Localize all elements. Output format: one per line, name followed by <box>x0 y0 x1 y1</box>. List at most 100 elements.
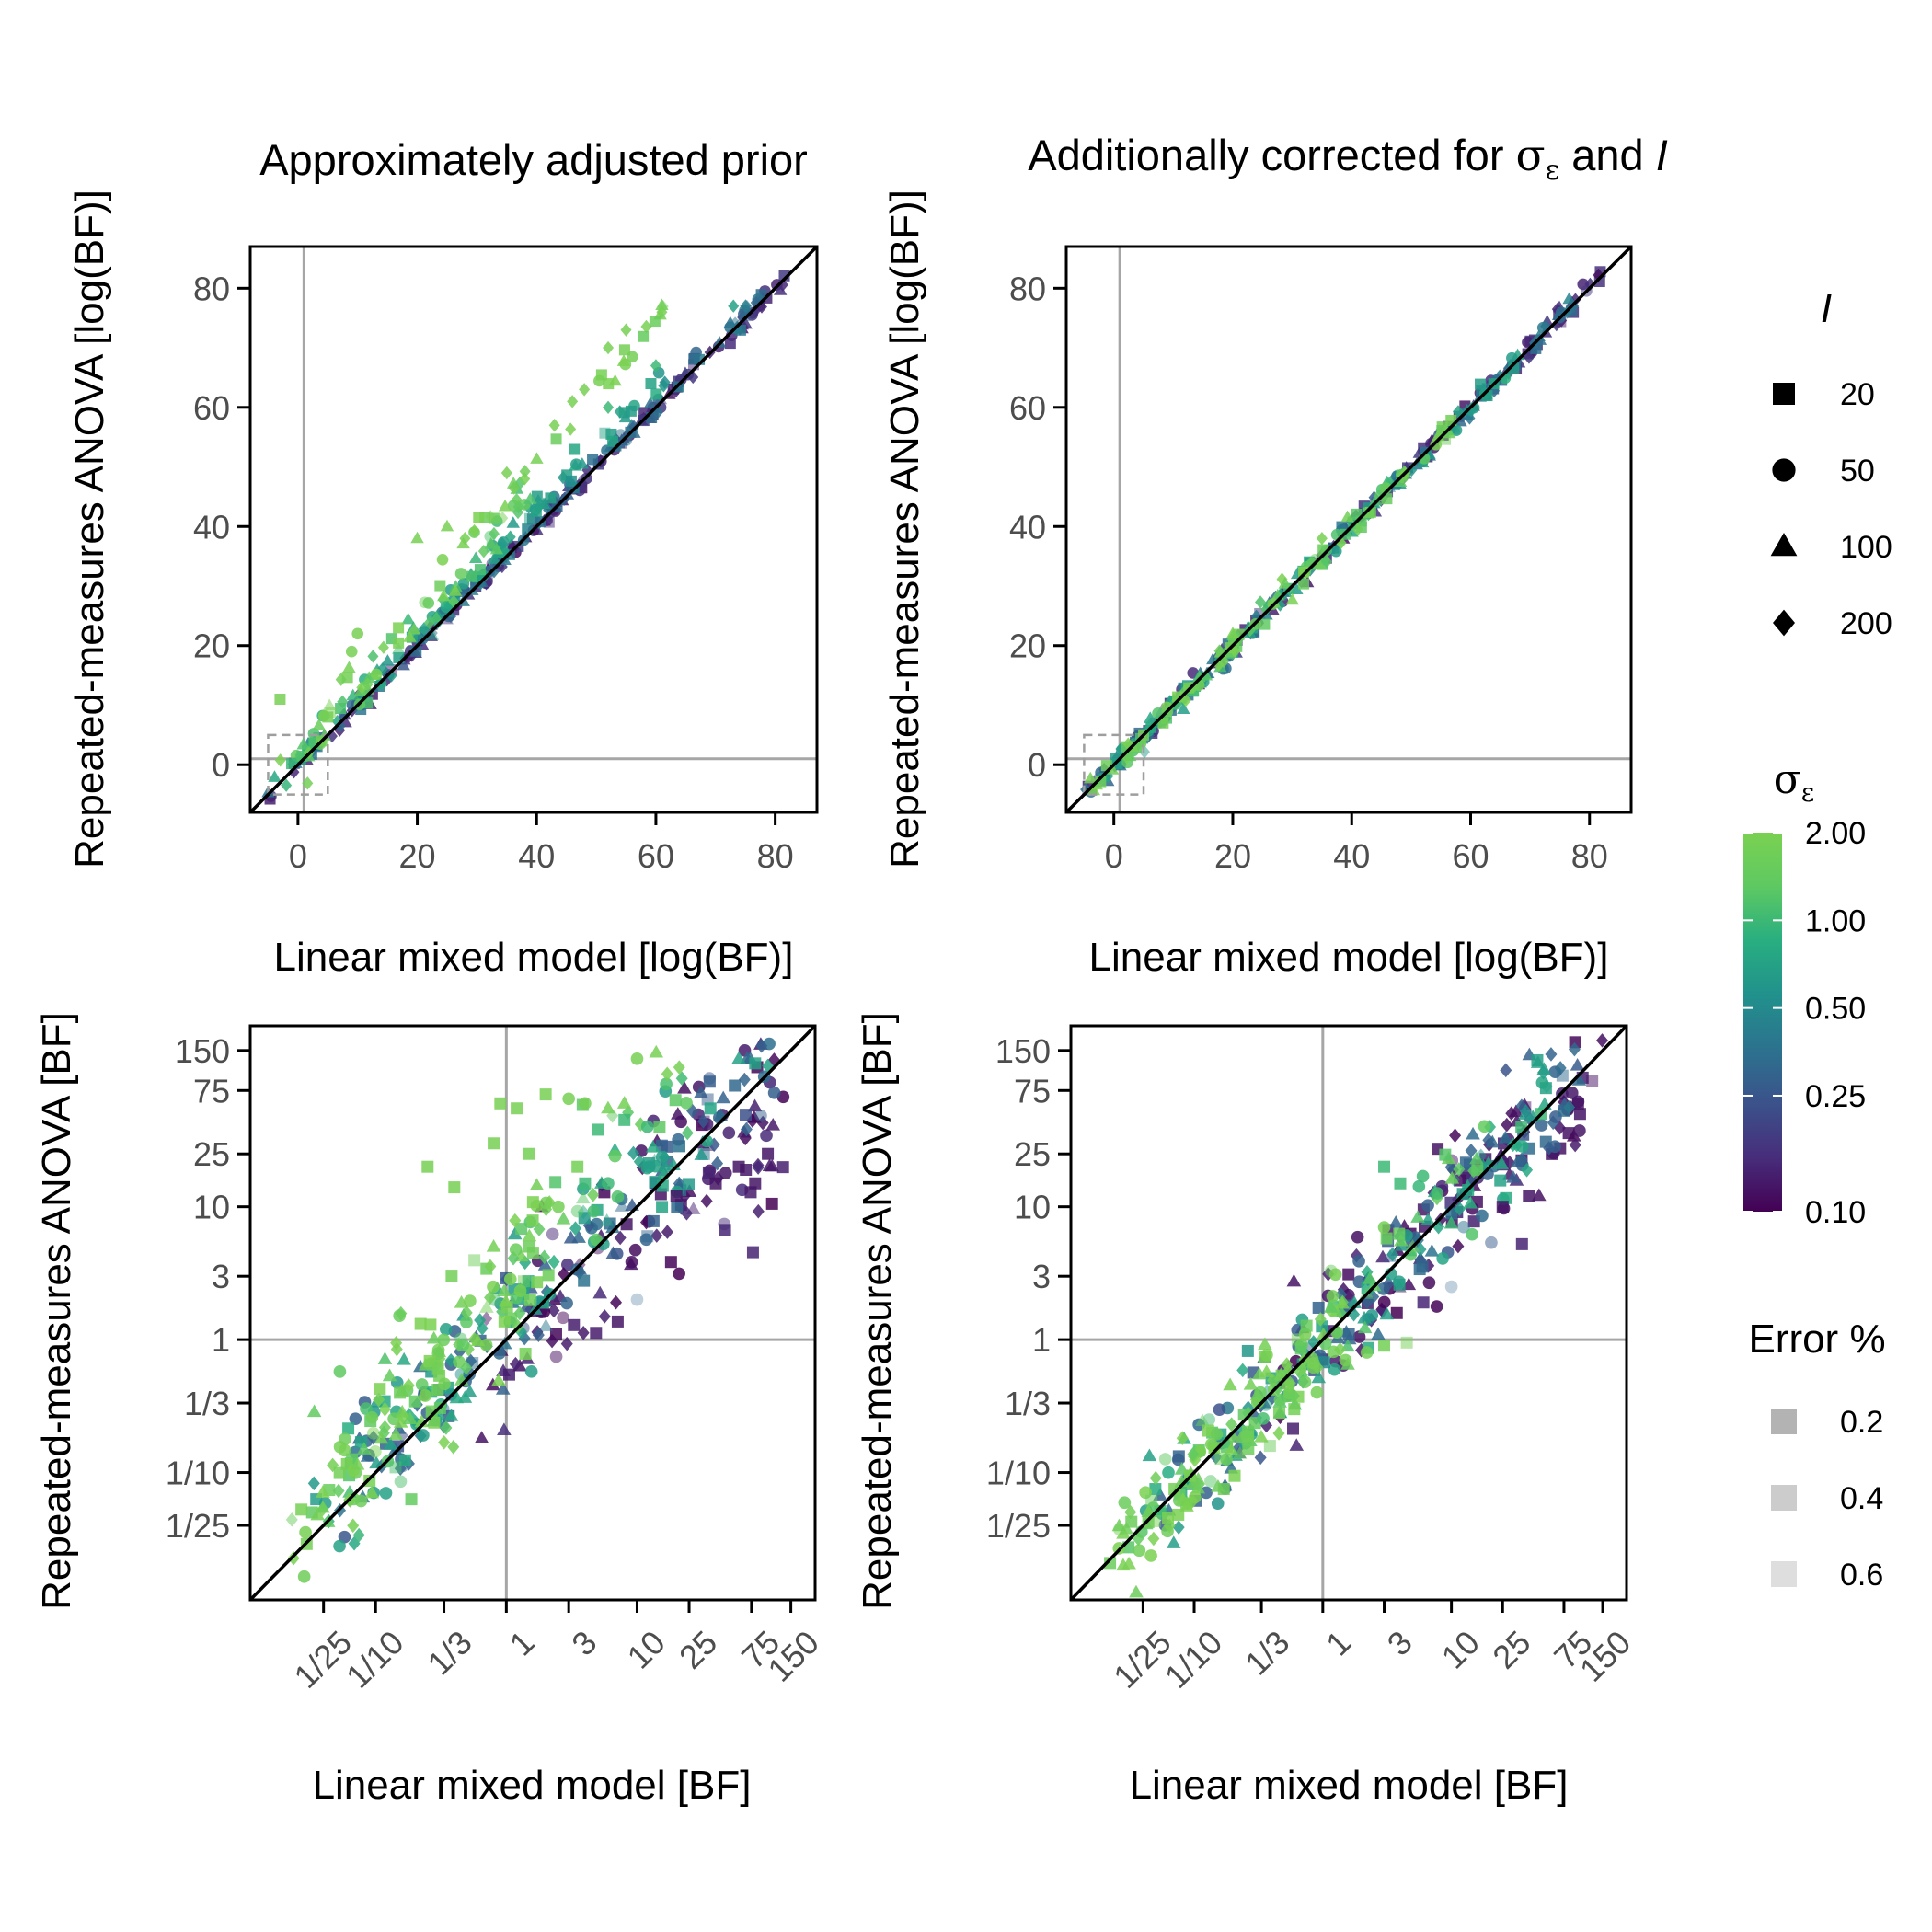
data-point <box>495 1382 511 1395</box>
data-point <box>1531 1053 1544 1066</box>
data-point <box>494 1097 507 1110</box>
data-point <box>1378 1340 1391 1352</box>
data-point <box>603 340 615 355</box>
data-point <box>362 671 376 683</box>
data-point <box>1570 1057 1585 1071</box>
data-point <box>650 359 661 373</box>
data-point <box>506 516 520 528</box>
x-tick-label: 3 <box>564 1623 604 1662</box>
data-point <box>1412 1179 1426 1193</box>
data-point <box>1586 1075 1599 1087</box>
data-point <box>1386 1247 1399 1262</box>
data-point <box>421 1160 434 1173</box>
data-point <box>1273 1407 1286 1420</box>
data-point <box>398 1454 411 1466</box>
data-point <box>526 1196 539 1209</box>
data-point <box>497 1422 512 1436</box>
data-point <box>500 466 512 480</box>
data-point <box>333 1539 346 1553</box>
data-point <box>334 719 346 733</box>
data-point <box>1390 1306 1403 1319</box>
y-tick-label: 1/25 <box>986 1507 1051 1545</box>
data-point <box>460 1360 473 1375</box>
y-tick-label: 1 <box>212 1321 230 1359</box>
data-point <box>680 1097 693 1110</box>
data-point <box>1223 1377 1237 1391</box>
data-point <box>410 531 424 544</box>
data-point <box>440 1420 453 1435</box>
data-point <box>1172 1520 1185 1535</box>
data-point <box>438 1434 451 1450</box>
data-point <box>660 1077 673 1091</box>
data-point <box>1214 1452 1227 1465</box>
data-point <box>1224 1443 1238 1455</box>
x-tick-label: 40 <box>1333 837 1370 875</box>
data-point <box>577 1325 590 1340</box>
data-point <box>737 309 751 322</box>
data-point <box>1351 523 1363 536</box>
data-point <box>1232 1446 1248 1459</box>
data-point <box>488 1137 500 1150</box>
data-point <box>350 1456 365 1470</box>
data-point <box>549 1176 562 1189</box>
data-point <box>484 1259 497 1274</box>
data-point <box>437 589 451 602</box>
data-point <box>616 1096 632 1109</box>
data-point <box>1149 1470 1162 1486</box>
data-point <box>418 622 430 636</box>
data-point <box>1311 1370 1327 1384</box>
data-point <box>1225 627 1240 638</box>
data-point <box>1417 1296 1430 1309</box>
colorbar-tick-label: 1.00 <box>1805 903 1866 938</box>
data-point <box>1500 1063 1512 1078</box>
y-tick-label: 1/3 <box>184 1385 230 1422</box>
data-point <box>1352 1330 1366 1343</box>
data-point <box>683 1178 696 1190</box>
data-point <box>454 1295 469 1308</box>
data-point <box>1521 1162 1534 1178</box>
data-point <box>460 1305 473 1320</box>
data-point <box>1357 1320 1373 1334</box>
data-point <box>765 1197 778 1210</box>
data-point <box>1466 1126 1480 1140</box>
data-point <box>1278 577 1292 589</box>
data-point <box>608 374 622 386</box>
data-point <box>515 1223 528 1236</box>
data-point <box>1272 1426 1285 1441</box>
data-point <box>1506 1170 1521 1183</box>
data-point <box>1283 1375 1296 1391</box>
data-point <box>424 1318 437 1331</box>
data-point <box>590 1327 603 1340</box>
data-point <box>1310 1386 1324 1399</box>
data-point <box>752 1203 765 1219</box>
data-point <box>388 1427 404 1441</box>
data-point <box>485 510 497 523</box>
data-point <box>749 1057 762 1070</box>
data-point <box>448 1181 461 1194</box>
data-point <box>484 1290 497 1305</box>
data-point <box>509 1213 522 1228</box>
data-point <box>448 584 463 596</box>
data-point <box>669 1094 682 1107</box>
data-point <box>1436 421 1448 433</box>
data-point <box>569 443 581 455</box>
data-point <box>565 475 577 487</box>
data-point <box>703 1075 716 1088</box>
data-point <box>1371 1327 1386 1340</box>
xlabel-top-left: Linear mixed model [log(BF)] <box>274 935 794 980</box>
data-point <box>532 1328 545 1342</box>
data-point <box>1211 1497 1225 1511</box>
data-point <box>1145 1494 1158 1507</box>
data-point <box>638 330 650 342</box>
data-point <box>550 433 562 445</box>
data-point <box>1566 1128 1581 1142</box>
data-point <box>661 1140 673 1153</box>
data-point <box>434 580 446 592</box>
data-point <box>377 1351 393 1364</box>
data-point <box>436 553 449 566</box>
y-tick-label: 25 <box>193 1135 230 1173</box>
data-point <box>428 1416 441 1429</box>
y-tick-label: 25 <box>1014 1135 1051 1173</box>
legend-shape: I 20 50 100 200 <box>1770 286 1892 641</box>
colorbar <box>1743 833 1782 1212</box>
